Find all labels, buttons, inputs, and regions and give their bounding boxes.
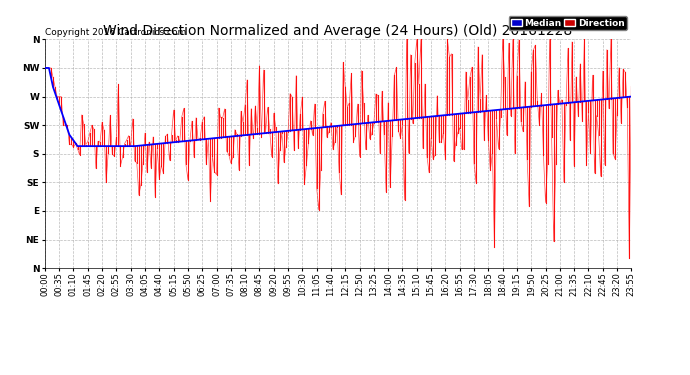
Text: Copyright 2016 Cartronics.com: Copyright 2016 Cartronics.com xyxy=(45,28,186,37)
Legend: Median, Direction: Median, Direction xyxy=(509,16,627,30)
Title: Wind Direction Normalized and Average (24 Hours) (Old) 20161228: Wind Direction Normalized and Average (2… xyxy=(104,24,573,38)
